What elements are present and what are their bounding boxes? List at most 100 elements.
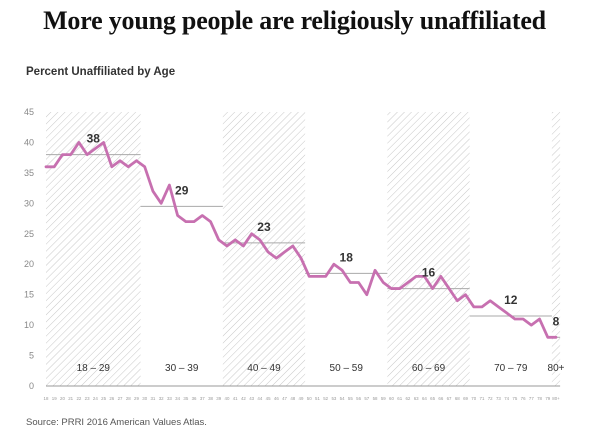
y-tick-label: 0 <box>29 381 34 391</box>
data-point <box>185 220 187 223</box>
band-shade-4 <box>387 112 470 386</box>
band-shade-6 <box>551 112 561 386</box>
x-tick-label: 76 <box>521 396 526 401</box>
data-point <box>366 293 368 296</box>
data-point <box>217 239 220 241</box>
data-point <box>53 166 56 168</box>
data-point <box>61 153 64 156</box>
x-tick-label: 30 <box>142 396 147 401</box>
y-tick-label: 25 <box>24 229 34 239</box>
data-point <box>234 239 236 241</box>
data-point <box>111 166 113 168</box>
data-point <box>86 153 88 156</box>
data-point <box>201 214 204 217</box>
data-point <box>382 281 385 284</box>
y-tick-label: 20 <box>24 259 34 269</box>
x-tick-label: 75 <box>512 396 517 401</box>
x-tick-label: 39 <box>216 396 221 401</box>
data-point <box>415 275 417 278</box>
band-average-label-3: 18 <box>340 250 354 264</box>
band-shade-2 <box>222 112 306 386</box>
data-point <box>226 245 228 247</box>
x-tick-label: 72 <box>488 396 493 401</box>
x-tick-label: 79 <box>545 396 550 401</box>
headline: More young people are religiously unaffi… <box>43 6 546 35</box>
data-point <box>390 287 393 290</box>
data-point <box>333 263 335 266</box>
band-average-label-6: 8 <box>553 314 560 328</box>
data-point <box>423 275 426 278</box>
x-tick-label: 52 <box>323 396 328 401</box>
x-tick-label: 77 <box>529 396 534 401</box>
data-point <box>522 318 524 320</box>
x-tick-label: 26 <box>109 396 114 401</box>
x-tick-label: 49 <box>299 396 304 401</box>
data-point <box>259 239 261 241</box>
x-tick-label: 59 <box>381 396 386 401</box>
x-tick-label: 58 <box>373 396 378 401</box>
x-tick-label: 29 <box>134 396 139 401</box>
band-average-label-5: 12 <box>504 293 518 307</box>
data-point <box>538 318 541 320</box>
data-point <box>431 287 434 290</box>
data-point <box>168 184 171 186</box>
data-point <box>135 159 138 162</box>
x-tick-label: 45 <box>266 396 271 401</box>
data-point <box>127 166 130 168</box>
band-average-label-4: 16 <box>422 266 436 280</box>
y-tick-label: 40 <box>24 137 34 147</box>
x-tick-label: 36 <box>192 396 197 401</box>
x-tick-label: 28 <box>126 396 131 401</box>
data-point <box>324 275 327 278</box>
x-tick-label: 61 <box>397 396 402 401</box>
data-point <box>497 306 500 308</box>
data-point <box>398 287 401 290</box>
x-tick-label: 20 <box>60 396 65 401</box>
data-point <box>489 299 491 302</box>
y-tick-label: 5 <box>29 351 34 361</box>
x-tick-label: 57 <box>364 396 369 401</box>
x-tick-label: 41 <box>233 396 238 401</box>
data-point <box>209 220 212 223</box>
band-average-label-0: 38 <box>87 132 101 146</box>
x-tick-label: 18 <box>44 396 49 401</box>
age-bands <box>46 112 561 386</box>
data-point <box>242 245 245 247</box>
x-tick-label: 78 <box>537 396 542 401</box>
x-tick-label: 51 <box>315 396 320 401</box>
x-tick-label: 69 <box>463 396 468 401</box>
x-tick-label: 43 <box>249 396 254 401</box>
data-point <box>456 299 459 302</box>
x-tick-label: 66 <box>438 396 443 401</box>
x-tick-label: 32 <box>159 396 164 401</box>
y-tick-label: 45 <box>24 107 34 117</box>
data-point <box>472 306 475 308</box>
band-label-5: 70 – 79 <box>494 363 528 374</box>
x-tick-label: 56 <box>356 396 361 401</box>
x-tick-label: 34 <box>175 396 180 401</box>
x-tick-label: 22 <box>76 396 81 401</box>
x-tick-label: 38 <box>208 396 213 401</box>
x-tick-label: 74 <box>504 396 509 401</box>
x-tick-label: 25 <box>101 396 106 401</box>
data-point <box>143 166 146 168</box>
data-point <box>374 269 376 272</box>
x-tick-label: 23 <box>85 396 90 401</box>
data-point <box>341 269 343 272</box>
x-tick-label: 24 <box>93 396 98 401</box>
y-tick-label: 10 <box>24 320 34 330</box>
data-point <box>45 166 47 168</box>
x-tick-label: 27 <box>118 396 123 401</box>
x-tick-label: 42 <box>241 396 246 401</box>
x-tick-label: 31 <box>150 396 155 401</box>
data-point <box>308 275 311 278</box>
data-point <box>440 275 442 278</box>
x-tick-label: 53 <box>331 396 336 401</box>
x-tick-label: 62 <box>405 396 410 401</box>
data-point <box>530 324 533 326</box>
chart-title: Percent Unaffiliated by Age <box>26 66 176 78</box>
band-shade-0 <box>46 112 141 386</box>
x-tick-label: 46 <box>274 396 279 401</box>
x-tick-label: 47 <box>282 396 287 401</box>
